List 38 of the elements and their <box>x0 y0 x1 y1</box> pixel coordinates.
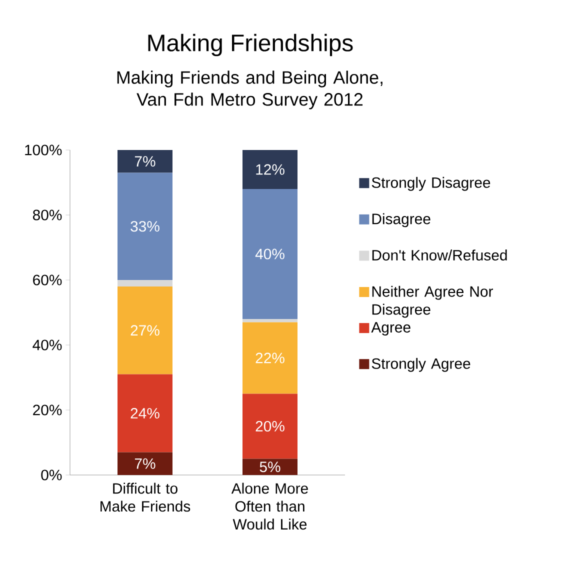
y-tick-label: 40% <box>32 340 62 350</box>
data-label: 24% <box>130 408 160 419</box>
data-label: 20% <box>256 420 284 432</box>
bar <box>242 188 298 319</box>
legend-label: Strongly Disagree <box>372 176 490 191</box>
y-tick-label: 80% <box>32 210 62 220</box>
legend-label: Disagree <box>372 213 430 228</box>
chart-title: Making Friendships <box>148 34 353 56</box>
data-label: 40% <box>255 248 284 260</box>
bar <box>118 150 172 173</box>
y-tick-label: 0% <box>41 470 62 480</box>
bar <box>118 286 172 374</box>
y-tick-label: 20% <box>33 404 62 416</box>
data-label: 5% <box>260 462 280 472</box>
data-label: 33% <box>130 221 160 232</box>
legend-label: Strongly Agree <box>372 358 470 372</box>
x-tick-label: Alone More Often than Would Like <box>231 482 308 530</box>
y-tick-label: 100% <box>25 144 62 156</box>
data-label: 12% <box>256 164 284 175</box>
data-label: 7% <box>134 458 156 469</box>
y-tick-label: 60% <box>33 274 62 286</box>
data-label: 7% <box>134 156 156 167</box>
data-label: 27% <box>130 325 160 336</box>
bar <box>242 150 298 189</box>
bar <box>118 280 172 286</box>
bar <box>242 322 298 394</box>
bar <box>242 319 298 322</box>
data-label: 22% <box>256 352 284 364</box>
x-tick-label: Difficult to Make Friends <box>100 482 190 512</box>
legend-label: Agree <box>371 322 410 336</box>
bar <box>118 172 172 280</box>
bar <box>242 458 298 475</box>
chart-subtitle: Making Friends and Being Alone, Van Fdn Metro Survey 2012 <box>117 70 382 110</box>
legend-label: Neither Agree Nor Disagree <box>372 286 493 318</box>
bar <box>242 394 298 459</box>
bar <box>118 452 172 475</box>
legend-label: Don't Know/Refused <box>372 250 507 261</box>
bar <box>118 374 172 452</box>
